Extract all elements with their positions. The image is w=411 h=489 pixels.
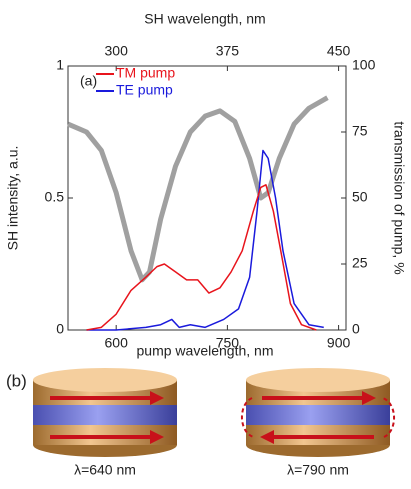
legend-label: TM pump: [116, 65, 175, 81]
data-line: [86, 184, 317, 331]
x-tick-label: 900: [327, 335, 351, 351]
data-line: [86, 149, 324, 331]
y2-label: transmission of pump, %: [391, 121, 407, 274]
y-tick-label: 0: [56, 321, 64, 337]
y2-tick-label: 0: [352, 321, 360, 337]
disk-right: [240, 368, 396, 457]
x2-label: SH wavelength, nm: [144, 11, 265, 27]
y-label: SH intensity, a.u.: [5, 146, 21, 251]
y2-tick-label: 75: [352, 123, 368, 139]
panel-label: (b): [6, 371, 27, 390]
y-tick-label: 0.5: [45, 189, 65, 205]
legend-label: TE pump: [116, 82, 173, 98]
panel-label: (a): [80, 73, 97, 89]
y2-tick-label: 50: [352, 189, 368, 205]
x-tick-label: 600: [105, 335, 129, 351]
x-tick-label: 750: [216, 335, 240, 351]
y2-tick-label: 25: [352, 255, 368, 271]
x2-tick-label: 375: [216, 43, 240, 59]
data-line: [67, 95, 329, 283]
x2-tick-label: 300: [105, 43, 129, 59]
plot: 600 750 900 300 375 450 0 0.5 1 0 25 50 75 100 TM pump…: [45, 43, 376, 351]
x-label: pump wavelength, nm: [137, 343, 274, 359]
caption: λ=640 nm: [74, 462, 136, 478]
y-tick-label: 1: [56, 57, 64, 73]
y2-tick-label: 100: [352, 57, 376, 73]
caption: λ=790 nm: [287, 462, 349, 478]
disk-left: [33, 368, 177, 457]
x2-tick-label: 450: [327, 43, 351, 59]
